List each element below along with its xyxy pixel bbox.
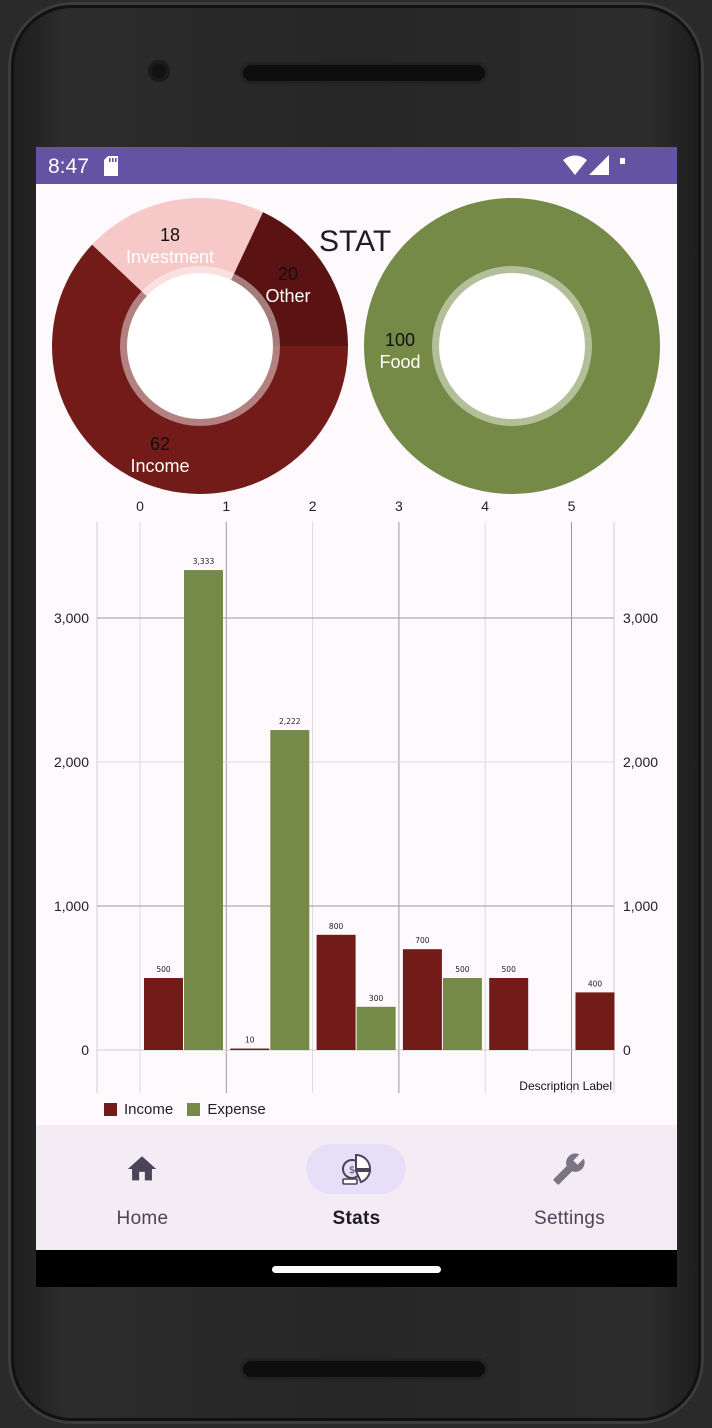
bar-value-label: 700	[415, 936, 430, 945]
x-tick-label: 3	[395, 498, 403, 514]
nav-item-settings[interactable]: Settings	[463, 1125, 676, 1250]
pie-label-income: 62 Income	[116, 433, 204, 477]
pie-value-other: 20	[277, 264, 299, 284]
pie-name-other: Other	[265, 286, 311, 306]
bar-income-4[interactable]	[489, 978, 529, 1050]
y-tick-label-left: 0	[81, 1042, 89, 1058]
bar-expense-3[interactable]	[442, 978, 482, 1050]
legend-item-income: Income	[104, 1101, 173, 1118]
y-tick-label-right: 3,000	[623, 610, 658, 626]
x-tick-label: 2	[309, 498, 317, 514]
y-tick-label-left: 3,000	[54, 610, 89, 626]
wrench-icon	[553, 1153, 585, 1185]
x-tick-label: 0	[136, 498, 144, 514]
legend-item-expense: Expense	[187, 1101, 266, 1118]
bar-value-label: 800	[329, 922, 344, 931]
x-tick-label: 5	[568, 498, 576, 514]
pie-value-investment: 18	[159, 225, 181, 245]
pie-hole	[439, 273, 585, 419]
nav-label-stats: Stats	[332, 1208, 381, 1229]
bar-expense-2[interactable]	[356, 1006, 396, 1050]
bar-value-label: 10	[245, 1036, 255, 1045]
pie-slice-other[interactable]	[92, 198, 264, 346]
x-tick-label: 4	[481, 498, 489, 514]
sd-card-icon	[104, 156, 118, 176]
bar-value-label: 300	[369, 994, 384, 1003]
legend-label-expense: Expense	[207, 1101, 266, 1118]
nav-item-stats[interactable]: $ Stats	[250, 1125, 463, 1250]
bar-income-5[interactable]	[575, 992, 615, 1050]
svg-text:$: $	[349, 1165, 355, 1176]
bar-expense-1[interactable]	[270, 730, 310, 1050]
chart-legend: Income Expense	[104, 1101, 276, 1120]
nav-indicator-home	[92, 1144, 192, 1194]
nav-indicator-settings	[519, 1144, 619, 1194]
home-icon	[127, 1156, 157, 1181]
system-navigation-bar	[36, 1250, 677, 1287]
bar-income-0[interactable]	[144, 978, 183, 1050]
bar-value-label: 500	[455, 965, 470, 974]
page-title: STAT	[319, 225, 392, 258]
battery-icon	[620, 158, 625, 164]
y-tick-label-right: 1,000	[623, 898, 658, 914]
bar-income-1[interactable]	[230, 1048, 270, 1051]
pie-hole	[127, 273, 273, 419]
home-gesture-pill[interactable]	[272, 1266, 441, 1273]
pie-label-other: 20 Other	[248, 263, 328, 307]
bar-value-label: 2,222	[279, 717, 301, 726]
bar-income-2[interactable]	[316, 934, 356, 1050]
nav-indicator-stats: $	[306, 1144, 406, 1194]
pie-name-food: Food	[379, 352, 421, 372]
expense-pie-chart[interactable]	[364, 198, 660, 494]
stats-icon: $	[342, 1153, 372, 1185]
bar-value-label: 500	[156, 965, 171, 974]
app-screen: 8:47 STAT 18 Investment 20 Other 62 Inco…	[36, 147, 677, 1287]
nav-label-settings: Settings	[533, 1208, 606, 1229]
legend-label-income: Income	[124, 1101, 174, 1118]
pie-value-income: 62	[149, 434, 171, 454]
nav-label-home: Home	[116, 1208, 169, 1229]
pie-value-food: 100	[384, 330, 416, 350]
pie-label-food: 100 Food	[370, 329, 430, 373]
x-tick-label: 1	[222, 498, 230, 514]
wifi-icon	[563, 155, 587, 175]
income-pie-chart[interactable]	[52, 198, 348, 494]
y-tick-label-left: 2,000	[54, 754, 89, 770]
legend-swatch-income	[104, 1103, 117, 1116]
bar-income-3[interactable]	[402, 949, 442, 1050]
nav-item-home[interactable]: Home	[36, 1125, 249, 1250]
bar-value-label: 400	[588, 979, 603, 988]
front-camera	[148, 60, 170, 82]
bottom-speaker	[240, 1358, 488, 1380]
earpiece-speaker	[240, 62, 488, 84]
y-tick-label-left: 1,000	[54, 898, 89, 914]
legend-swatch-expense	[187, 1103, 201, 1116]
pie-label-investment: 18 Investment	[110, 224, 230, 268]
pie-name-investment: Investment	[125, 247, 215, 267]
bar-value-label: 500	[502, 965, 517, 974]
status-bar: 8:47	[36, 147, 677, 184]
signal-icon	[589, 155, 609, 175]
bottom-navigation: Home $ Stats Settings	[36, 1125, 677, 1250]
chart-description-label: Description Label	[519, 1079, 612, 1093]
bar-value-label: 3,333	[193, 557, 215, 566]
y-tick-label-right: 0	[623, 1042, 631, 1058]
pie-name-income: Income	[130, 456, 190, 476]
y-tick-label-right: 2,000	[623, 754, 658, 770]
bar-expense-0[interactable]	[184, 570, 223, 1050]
status-time: 8:47	[48, 155, 89, 178]
